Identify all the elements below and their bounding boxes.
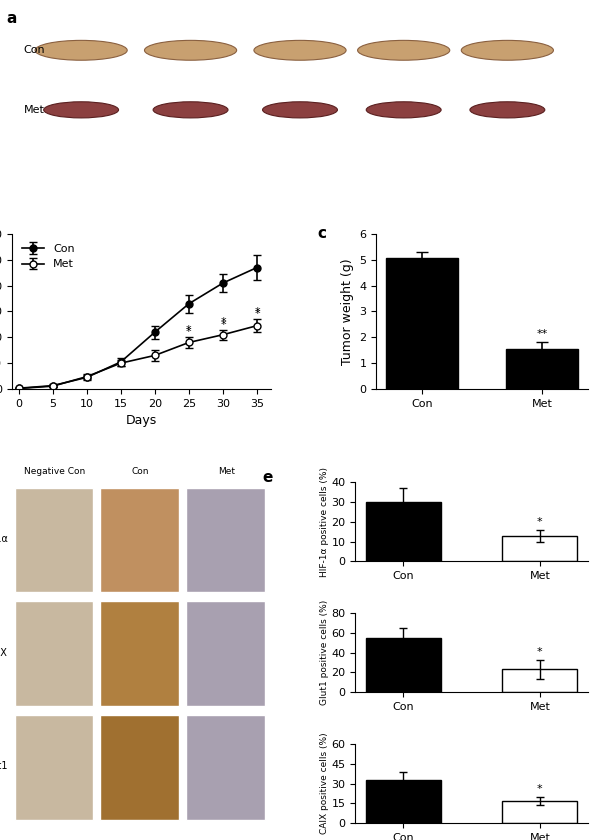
Bar: [502, 801, 577, 823]
Text: e: e: [262, 470, 272, 486]
Text: *: *: [254, 307, 260, 318]
Text: Met: Met: [23, 105, 44, 115]
Bar: [506, 349, 578, 389]
Circle shape: [35, 40, 127, 60]
Text: Con: Con: [132, 467, 149, 476]
Text: a: a: [6, 11, 17, 25]
FancyBboxPatch shape: [186, 488, 265, 592]
Circle shape: [358, 40, 450, 60]
Bar: [386, 259, 458, 389]
Text: *: *: [537, 785, 542, 795]
Text: Con: Con: [23, 45, 45, 55]
Text: c: c: [317, 226, 326, 241]
Text: CAIX: CAIX: [0, 648, 8, 658]
Text: *: *: [186, 328, 192, 338]
FancyBboxPatch shape: [14, 601, 94, 706]
Text: Glut1: Glut1: [0, 761, 8, 771]
Text: **: **: [536, 328, 548, 339]
Text: *: *: [220, 319, 226, 329]
Text: *: *: [254, 309, 260, 319]
FancyBboxPatch shape: [186, 715, 265, 820]
Y-axis label: Glut1 positive cells (%): Glut1 positive cells (%): [320, 600, 329, 706]
FancyBboxPatch shape: [14, 488, 94, 592]
Circle shape: [263, 102, 337, 118]
Text: Met: Met: [218, 467, 235, 476]
Circle shape: [470, 102, 545, 118]
Legend: Con, Met: Con, Met: [17, 239, 79, 274]
Y-axis label: Tumor weight (g): Tumor weight (g): [341, 258, 354, 365]
Circle shape: [145, 40, 236, 60]
Text: *: *: [537, 647, 542, 657]
Circle shape: [44, 102, 119, 118]
FancyBboxPatch shape: [186, 601, 265, 706]
Circle shape: [153, 102, 228, 118]
Y-axis label: CAIX positive cells (%): CAIX positive cells (%): [320, 732, 329, 834]
Circle shape: [366, 102, 441, 118]
Circle shape: [254, 40, 346, 60]
Circle shape: [461, 40, 553, 60]
FancyBboxPatch shape: [100, 715, 179, 820]
Bar: [502, 536, 577, 561]
Bar: [366, 501, 441, 561]
Bar: [366, 780, 441, 823]
FancyBboxPatch shape: [100, 601, 179, 706]
Bar: [502, 669, 577, 692]
X-axis label: Days: Days: [125, 414, 157, 428]
Text: *: *: [537, 517, 542, 528]
Text: *: *: [220, 318, 226, 328]
Y-axis label: HIF-1α positive cells (%): HIF-1α positive cells (%): [320, 467, 329, 577]
Text: Negative Con: Negative Con: [24, 467, 86, 476]
Text: HIF-1α: HIF-1α: [0, 534, 8, 543]
Text: *: *: [186, 325, 192, 335]
FancyBboxPatch shape: [100, 488, 179, 592]
FancyBboxPatch shape: [14, 715, 94, 820]
Bar: [366, 638, 441, 692]
